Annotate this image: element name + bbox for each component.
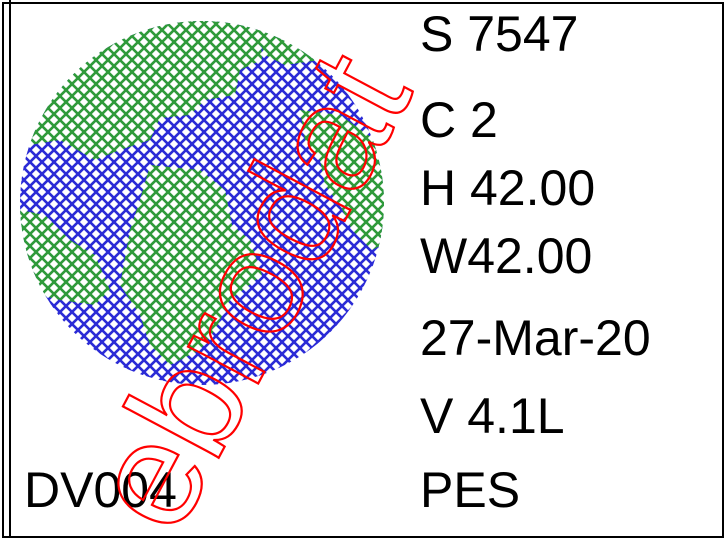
color-count: C 2 (420, 92, 498, 148)
continent-west (20, 210, 110, 305)
design-code: DV004 (24, 462, 177, 518)
continent-east (300, 110, 384, 250)
continent-central (120, 165, 262, 365)
software-version: V 4.1L (420, 388, 565, 444)
design-height: H 42.00 (420, 160, 596, 216)
inner-frame-line (9, 0, 722, 537)
design-width: W42.00 (420, 228, 593, 284)
file-format: PES (420, 462, 521, 518)
stitch-count: S 7547 (420, 6, 579, 62)
design-date: 27-Mar-20 (420, 310, 651, 366)
